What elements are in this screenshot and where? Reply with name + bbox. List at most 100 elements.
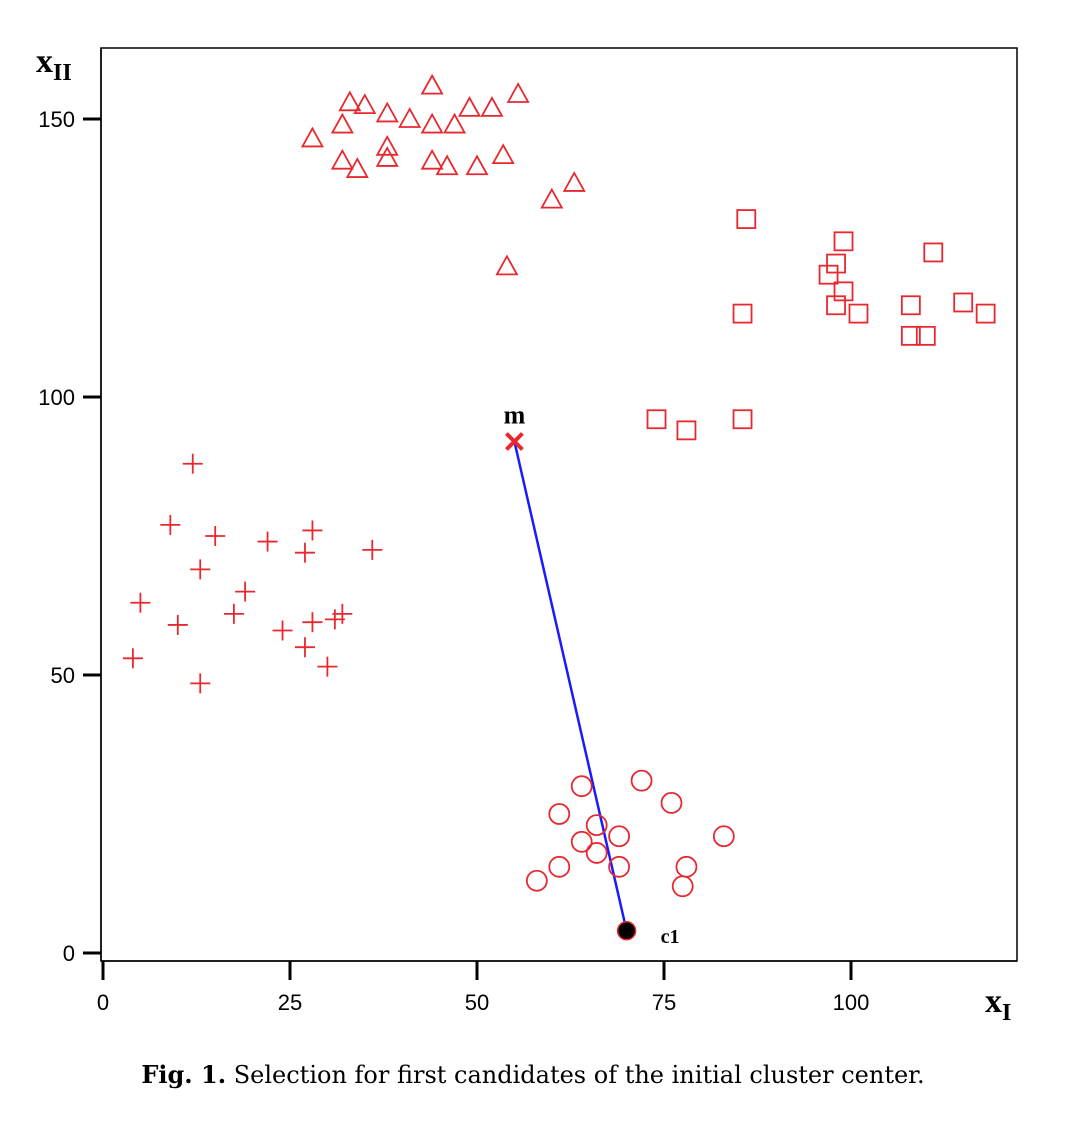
plus-point [205, 526, 226, 546]
square-point [732, 409, 753, 430]
circle-point [671, 875, 694, 898]
plus-point [294, 637, 315, 658]
triangle-point [375, 146, 399, 167]
triangle-point [443, 112, 467, 134]
special-points-group: m c1 [504, 400, 680, 947]
square-point [900, 325, 921, 346]
circle-point [608, 855, 631, 878]
plus-point [130, 592, 151, 613]
square-point [736, 209, 757, 229]
m-point-label: m [504, 400, 526, 429]
plus-point [223, 603, 244, 624]
triangle-point [435, 154, 459, 176]
triangle-point [420, 112, 444, 134]
y-axis-label: xII [36, 43, 72, 86]
circle-point [585, 842, 608, 864]
square-point [900, 295, 921, 316]
y-tick-label: 0 [63, 941, 75, 966]
triangle-point [562, 171, 586, 192]
circle-point [675, 855, 698, 878]
triangle-point [330, 148, 354, 170]
x-stroke-2 [504, 432, 524, 451]
plus-point [182, 453, 203, 474]
triangle-point [345, 157, 369, 178]
triangle-point [420, 148, 444, 170]
circle-point [585, 814, 608, 837]
x-axis: 0 25 50 75 100 [97, 960, 1017, 1015]
square-point [833, 281, 854, 302]
connector-line [513, 441, 628, 932]
triangle-point [540, 187, 564, 209]
square-point [732, 303, 753, 324]
square-point [818, 264, 839, 285]
triangle-point [457, 96, 482, 117]
triangle-point [330, 112, 354, 134]
figure-caption: Fig. 1. Selection for first candidates o… [0, 1060, 1066, 1089]
plus-point [167, 614, 188, 635]
circle-point [570, 775, 593, 798]
plus-point [317, 656, 338, 677]
circle-point [548, 855, 571, 878]
c1-point-marker [616, 921, 637, 941]
triangle-point [465, 154, 489, 176]
square-point [646, 409, 667, 430]
square-point [676, 420, 697, 441]
circle-point [630, 769, 653, 792]
triangle-point [375, 134, 399, 156]
caption-text: Selection for first candidates of the in… [233, 1061, 925, 1089]
triangle-point [495, 254, 519, 276]
circle-point [660, 791, 683, 814]
circle-point [570, 830, 593, 853]
plus-point [257, 531, 278, 552]
x-tick-label: 100 [833, 990, 870, 1015]
triangle-point [300, 126, 324, 148]
plus-point [302, 612, 323, 633]
plus-point [362, 539, 383, 560]
square-point [826, 295, 846, 316]
axis-labels: xII xI [36, 43, 1011, 1026]
y-tick-label: 100 [38, 385, 75, 410]
triangle-point [420, 73, 444, 95]
plus-point [332, 603, 353, 624]
plus-point [272, 620, 293, 641]
markers-group [122, 73, 996, 898]
x-tick-label: 75 [652, 990, 676, 1015]
triangle-point [353, 93, 377, 114]
square-point [923, 242, 944, 263]
circle-point [548, 803, 571, 825]
connector-line-group [513, 441, 628, 932]
triangle-point [398, 107, 422, 128]
scatter-chart: 0 50 100 150 0 25 50 75 100 m c1 xII xI [36, 43, 1018, 1026]
triangle-point [506, 82, 530, 103]
plus-point [235, 581, 256, 602]
m-point-marker [504, 432, 524, 451]
plus-point [122, 648, 143, 669]
plus-point [190, 673, 211, 694]
triangle-point [491, 143, 515, 165]
triangle-point [480, 96, 504, 117]
square-point [953, 292, 974, 313]
y-tick-label: 150 [38, 107, 75, 132]
plus-point [160, 514, 181, 535]
plus-point [294, 542, 315, 563]
x-axis-label: xI [985, 983, 1011, 1026]
y-tick-label: 50 [51, 663, 75, 688]
c1-point-label: c1 [661, 926, 680, 948]
triangle-point [338, 90, 362, 112]
square-point [848, 303, 869, 324]
circle-point [712, 825, 735, 848]
square-point [975, 303, 996, 324]
circle-point [525, 869, 548, 892]
circle-point [608, 825, 631, 848]
x-tick-label: 50 [465, 990, 489, 1015]
square-point [915, 325, 936, 346]
plus-point [302, 520, 323, 541]
caption-label: Fig. 1. [141, 1060, 227, 1089]
triangle-point [375, 101, 399, 123]
plus-point [190, 559, 211, 580]
x-tick-label: 0 [97, 990, 109, 1015]
square-point [826, 253, 846, 274]
y-axis: 0 50 100 150 [38, 48, 102, 966]
x-tick-label: 25 [278, 990, 302, 1015]
square-point [833, 231, 854, 252]
